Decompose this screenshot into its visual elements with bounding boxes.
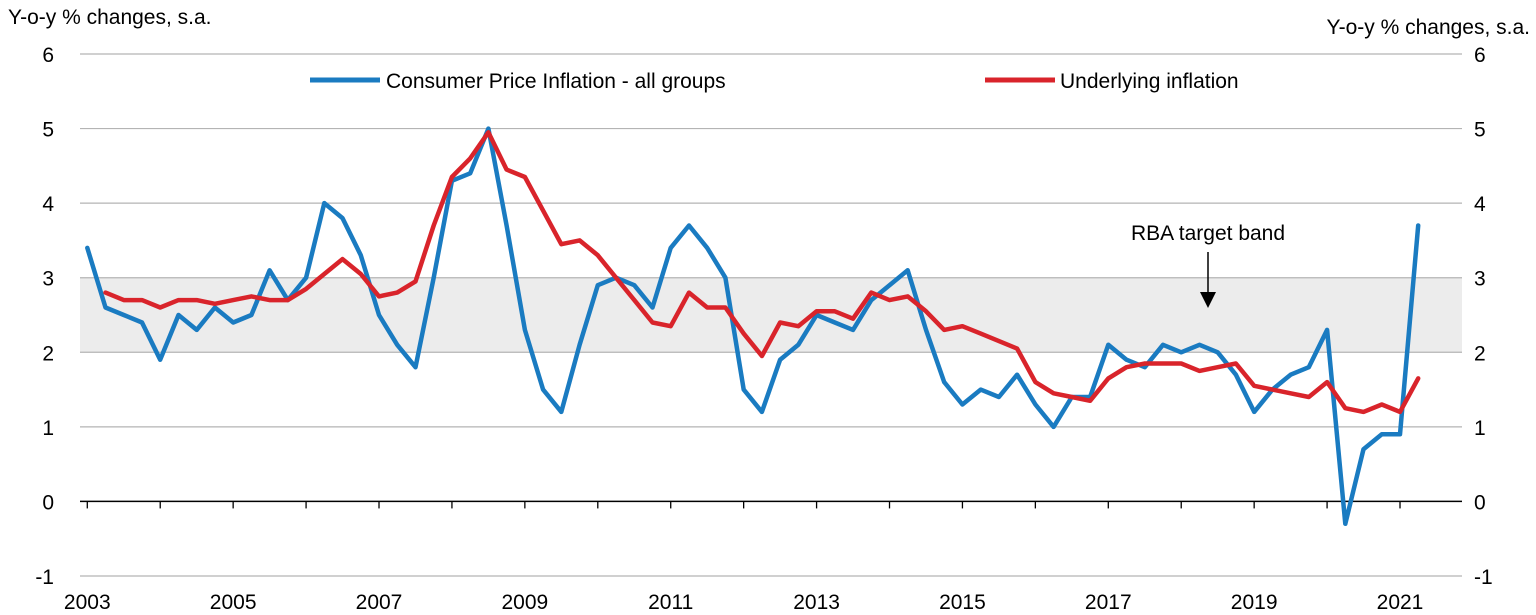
- y-tick-label-right: -1: [1474, 566, 1493, 589]
- legend-label-underlying: Underlying inflation: [1060, 70, 1239, 93]
- x-tick-label: 2003: [64, 591, 111, 614]
- y-axis-right-labels: 6 5 4 3 2 1 0 -1: [1474, 44, 1493, 589]
- x-tick-label: 2005: [210, 591, 257, 614]
- y-tick-label-left: 4: [42, 193, 54, 216]
- y-tick-label-left: 2: [42, 342, 54, 365]
- y-axis-title-left: Y-o-y % changes, s.a.: [8, 6, 212, 29]
- gridlines: [80, 53, 1462, 577]
- x-tick-label: 2013: [793, 591, 840, 614]
- y-tick-label-left: 1: [42, 417, 54, 440]
- y-tick-label-right: 5: [1474, 119, 1486, 142]
- legend-label-cpi: Consumer Price Inflation - all groups: [386, 70, 726, 93]
- x-axis-tick-marks: [86, 501, 1401, 509]
- y-tick-label-right: 4: [1474, 193, 1486, 216]
- x-tick-label: 2007: [356, 591, 403, 614]
- y-tick-label-left: 5: [42, 119, 54, 142]
- x-tick-label: 2015: [939, 591, 986, 614]
- y-tick-label-right: 0: [1474, 491, 1486, 514]
- y-tick-label-right: 1: [1474, 417, 1486, 440]
- y-tick-label-left: 6: [42, 44, 54, 67]
- band-annotation-arrow-head: [1200, 292, 1216, 308]
- series-line-underlying: [103, 130, 1421, 415]
- y-tick-label-right: 2: [1474, 342, 1486, 365]
- legend: Consumer Price Inflation - all groups Un…: [310, 70, 1239, 93]
- x-tick-label: 2019: [1231, 591, 1278, 614]
- y-tick-label-right: 6: [1474, 44, 1486, 67]
- band-annotation: RBA target band: [1131, 222, 1285, 308]
- x-axis-labels: 2003 2005 2007 2009 2011 2013 2015 2017 2019 2021: [64, 591, 1423, 614]
- x-tick-label: 2009: [502, 591, 549, 614]
- x-tick-label: 2021: [1377, 591, 1424, 614]
- series-lines: [85, 126, 1421, 527]
- y-axis-left-labels: 6 5 4 3 2 1 0 -1: [35, 44, 54, 589]
- x-tick-label: 2011: [648, 591, 693, 614]
- series-line-cpi: [85, 126, 1421, 527]
- x-tick-label: 2017: [1085, 591, 1132, 614]
- y-tick-label-right: 3: [1474, 268, 1486, 291]
- y-tick-label-left: 3: [42, 268, 54, 291]
- y-axis-title-right: Y-o-y % changes, s.a.: [1327, 16, 1531, 39]
- y-tick-label-left: -1: [35, 566, 54, 589]
- band-annotation-label: RBA target band: [1131, 222, 1285, 245]
- y-tick-label-left: 0: [42, 491, 54, 514]
